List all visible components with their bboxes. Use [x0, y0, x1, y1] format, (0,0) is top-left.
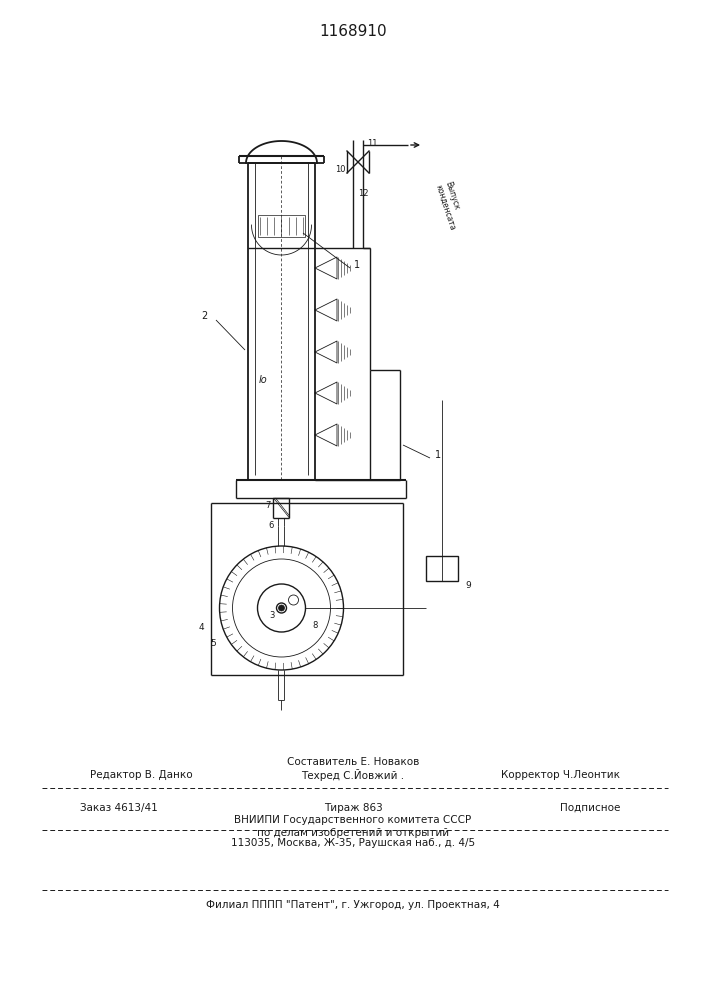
Text: Техред С.Йовжий .: Техред С.Йовжий .: [301, 769, 404, 781]
Bar: [426, 556, 458, 580]
Text: 9: 9: [465, 582, 471, 590]
Circle shape: [279, 605, 284, 611]
Text: Подписное: Подписное: [560, 803, 620, 813]
Bar: [258, 215, 305, 237]
Text: 12: 12: [358, 190, 368, 198]
Text: 1: 1: [354, 260, 360, 270]
Text: ВНИИПИ Государственного комитета СССР: ВНИИПИ Государственного комитета СССР: [235, 815, 472, 825]
Text: Филиал ПППП "Патент", г. Ужгород, ул. Проектная, 4: Филиал ПППП "Патент", г. Ужгород, ул. Пр…: [206, 900, 500, 910]
Text: Заказ 4613/41: Заказ 4613/41: [80, 803, 158, 813]
Text: 6: 6: [269, 522, 274, 530]
Circle shape: [276, 603, 286, 613]
Text: 1168910: 1168910: [319, 24, 387, 39]
Text: 5: 5: [211, 639, 216, 648]
Text: 7: 7: [265, 502, 270, 510]
Text: 10: 10: [334, 165, 345, 174]
Text: Тираж 863: Тираж 863: [324, 803, 382, 813]
Text: 11: 11: [367, 139, 378, 148]
Text: Выпуск
конденсата: Выпуск конденсата: [433, 180, 467, 232]
Text: по делам изобретений и открытий: по делам изобретений и открытий: [257, 828, 449, 838]
Text: 1: 1: [435, 450, 441, 460]
Text: 113035, Москва, Ж-35, Раушская наб., д. 4/5: 113035, Москва, Ж-35, Раушская наб., д. …: [231, 838, 475, 848]
Text: 4: 4: [199, 624, 204, 633]
Text: Корректор Ч.Леонтик: Корректор Ч.Леонтик: [501, 770, 620, 780]
Text: 8: 8: [312, 621, 318, 631]
Text: Редактор В. Данко: Редактор В. Данко: [90, 770, 192, 780]
Text: Составитель Е. Новаков: Составитель Е. Новаков: [287, 757, 419, 767]
Text: 3: 3: [269, 611, 274, 620]
Text: 2: 2: [201, 311, 207, 321]
Text: lo: lo: [259, 375, 268, 385]
